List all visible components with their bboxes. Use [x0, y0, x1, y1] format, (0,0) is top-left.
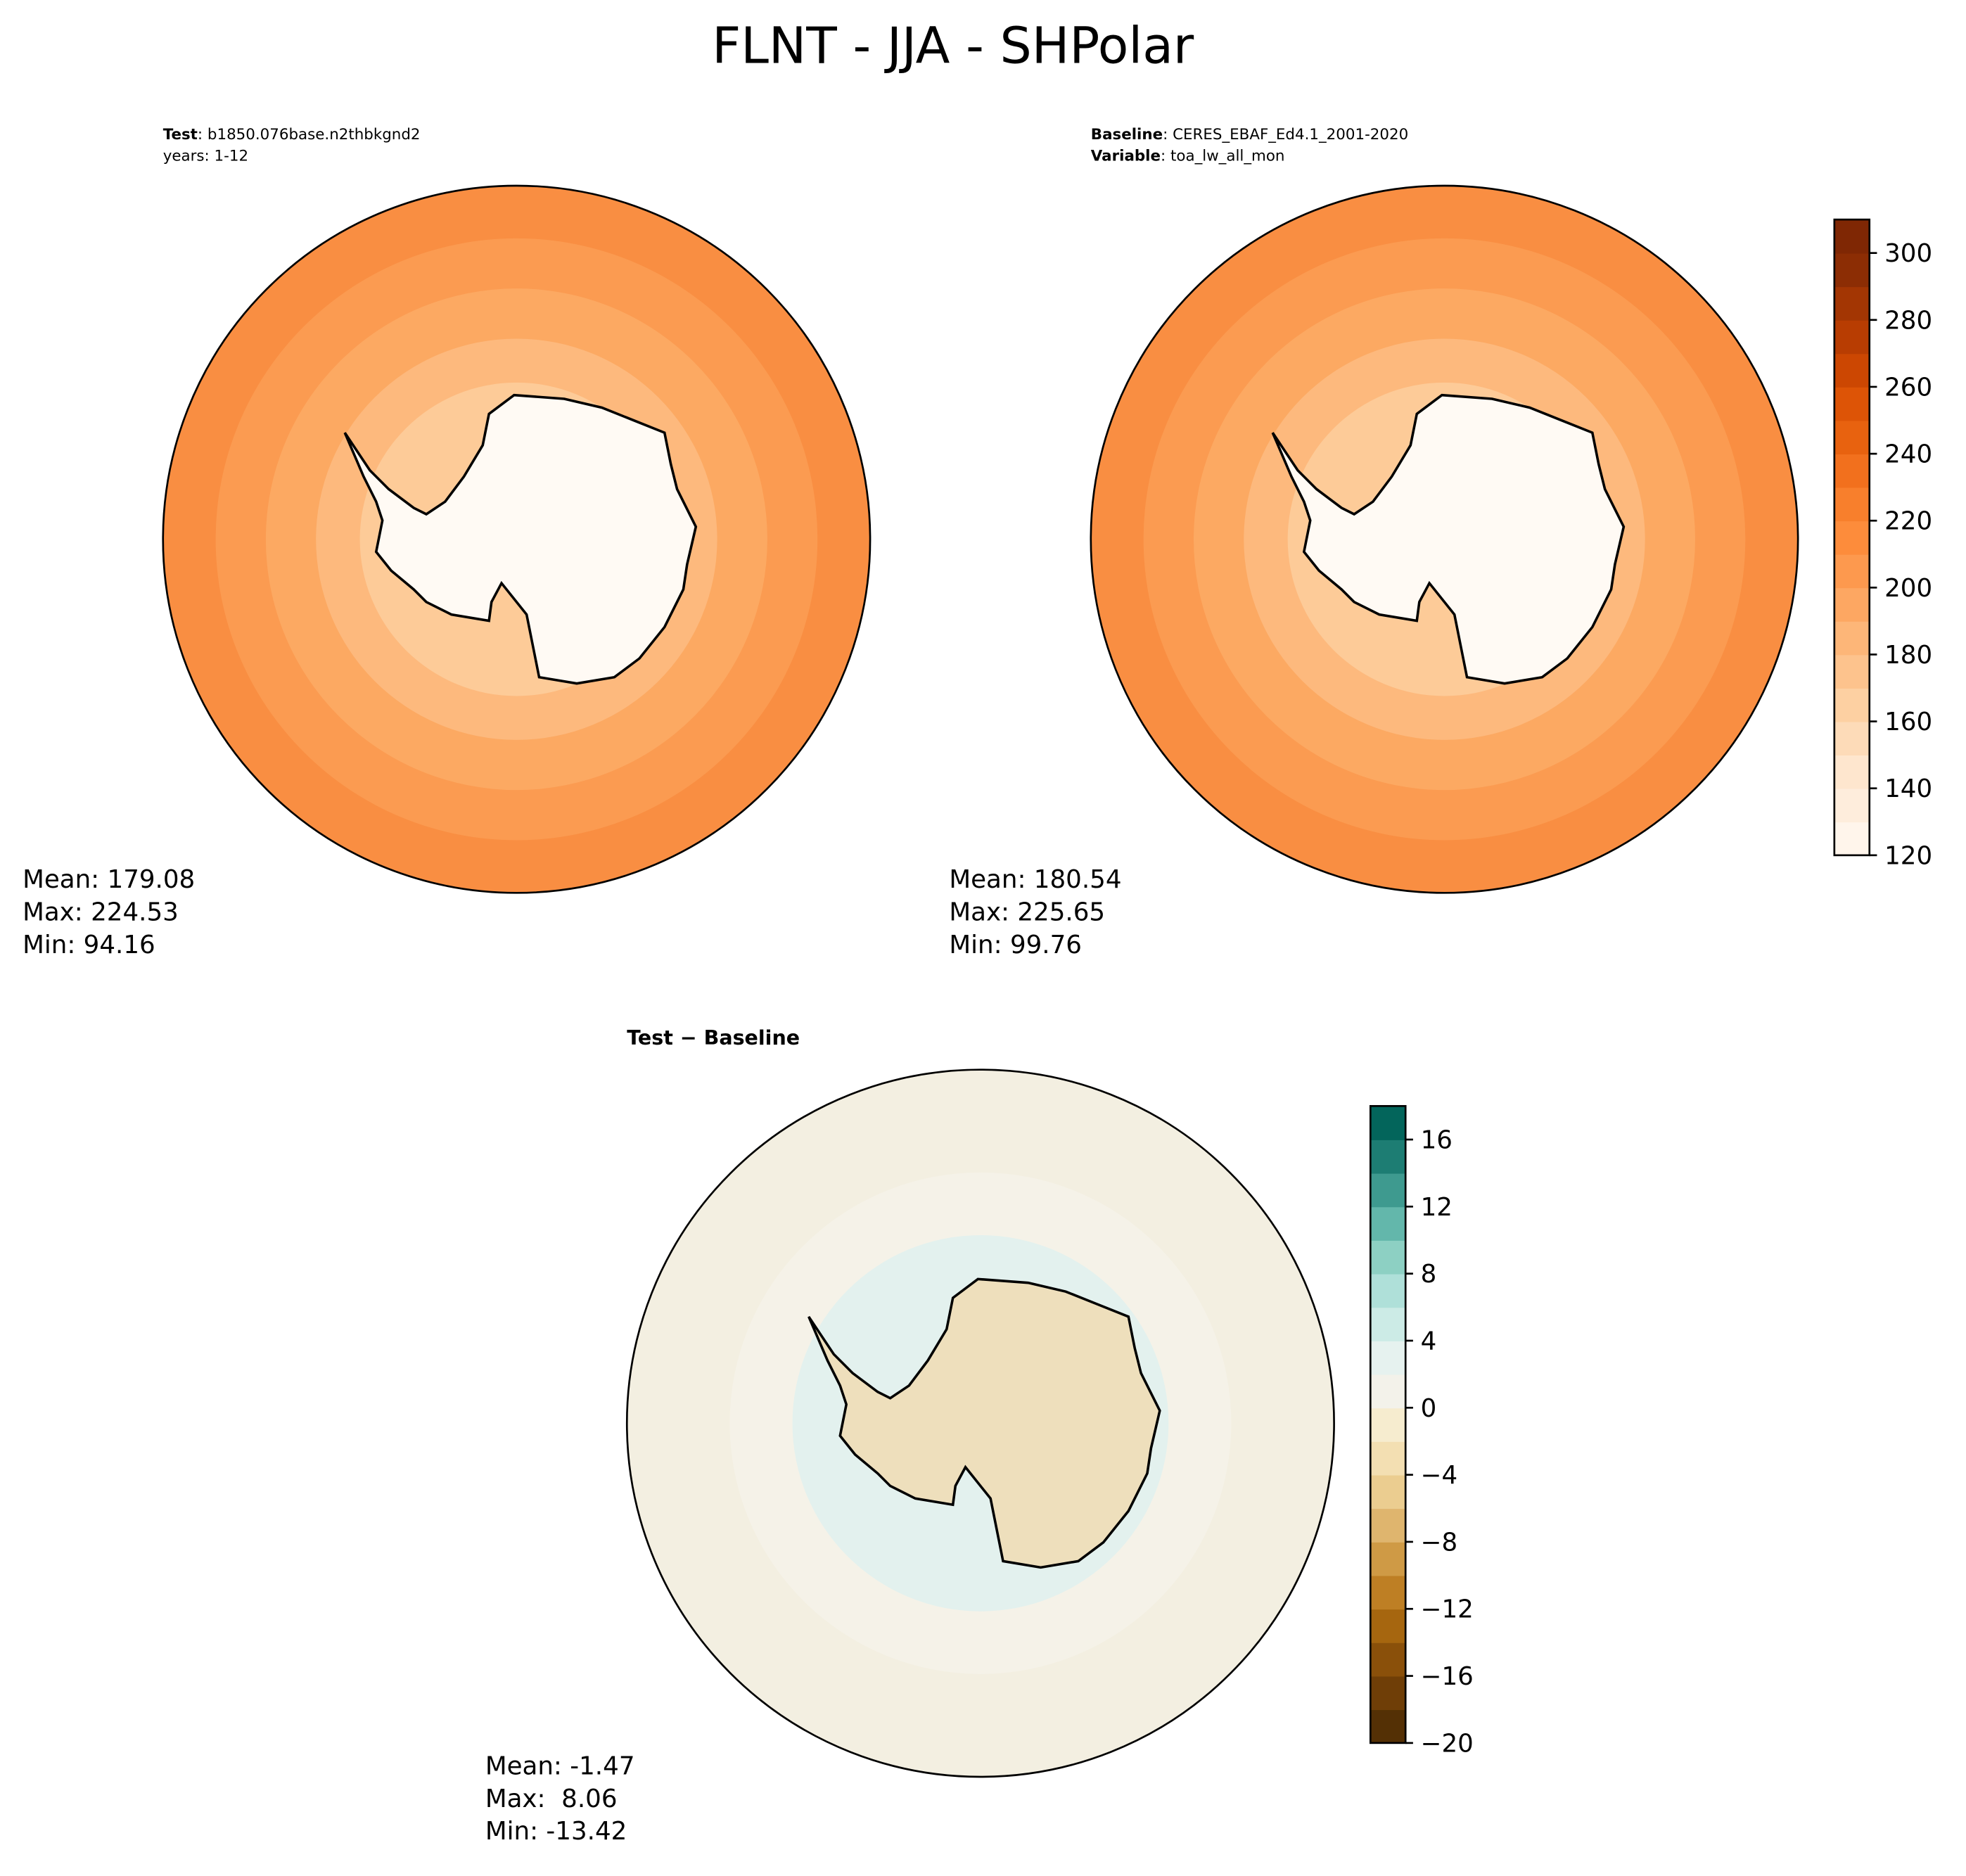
colorbar-level	[1834, 420, 1870, 454]
colorbar-level	[1834, 219, 1870, 254]
colorbar-tick-label: 8	[1421, 1260, 1437, 1289]
colorbar-level	[1834, 386, 1870, 421]
panel-header: Test − Baseline	[627, 1026, 800, 1049]
header-key: Test	[163, 126, 198, 143]
colorbar-level	[1370, 1541, 1406, 1576]
colorbar-frame	[1833, 218, 1871, 857]
map-border	[1090, 184, 1799, 894]
colorbar-level	[1370, 1140, 1406, 1174]
colorbar-tick-label: −16	[1421, 1662, 1474, 1691]
colorbar-level	[1834, 319, 1870, 355]
colorbar-level	[1370, 1206, 1406, 1241]
colorbar-level	[1834, 688, 1870, 722]
colorbar-level	[1370, 1642, 1406, 1677]
colorbar-level	[1834, 654, 1870, 689]
colorbar-level	[1834, 788, 1870, 823]
colorbar-level	[1834, 721, 1870, 756]
map-border	[625, 1068, 1335, 1778]
colorbar-level	[1834, 587, 1870, 622]
colorbar-level	[1834, 487, 1870, 522]
colorbar-tick-label: 300	[1884, 239, 1932, 268]
colorbar-level	[1834, 521, 1870, 555]
colorbar-tick-label: −4	[1421, 1461, 1458, 1490]
stat: Min: 94.16	[23, 931, 155, 959]
colorbar-level	[1834, 353, 1870, 388]
colorbar-tick-label: 140	[1884, 774, 1932, 803]
colorbar-tick-label: 16	[1421, 1125, 1453, 1154]
colorbar-tick-label: −20	[1421, 1729, 1474, 1758]
colorbar-level	[1834, 620, 1870, 656]
stat: Max: 225.65	[949, 898, 1105, 927]
colorbar-level	[1370, 1408, 1406, 1442]
colorbar-tick-label: −8	[1421, 1528, 1458, 1557]
colorbar-tick-label: 180	[1884, 641, 1932, 670]
header-value: : CERES_EBAF_Ed4.1_2001-2020	[1163, 126, 1408, 143]
stat: Mean: 179.08	[23, 865, 195, 894]
colorbar-level	[1834, 554, 1870, 589]
stat: Min: 99.76	[949, 931, 1082, 959]
panel-header: years: 1-12	[163, 147, 248, 165]
colorbar-level	[1370, 1273, 1406, 1308]
colorbar-level	[1834, 286, 1870, 321]
colorbar-tick-label: 280	[1884, 306, 1932, 335]
panel-header: Test: b1850.076base.n2thbkgnd2	[163, 126, 421, 143]
colorbar-frame	[1369, 1105, 1407, 1744]
header-value: years: 1-12	[163, 147, 248, 165]
colorbar-level	[1370, 1609, 1406, 1643]
colorbar-level	[1370, 1239, 1406, 1275]
header-key: Test − Baseline	[627, 1026, 800, 1049]
panel-header: Variable: toa_lw_all_mon	[1091, 147, 1285, 165]
stat: Mean: -1.47	[485, 1751, 635, 1780]
header-key: Variable	[1091, 147, 1161, 165]
colorbar-tick-label: 160	[1884, 708, 1932, 736]
colorbar-tick-label: 4	[1421, 1327, 1437, 1355]
stat: Mean: 180.54	[949, 865, 1121, 894]
colorbar-tick-label: 260	[1884, 373, 1932, 402]
colorbar-level	[1834, 454, 1870, 488]
header-value: : b1850.076base.n2thbkgnd2	[198, 126, 421, 143]
colorbar-level	[1370, 1474, 1406, 1510]
colorbar-tick-label: 12	[1421, 1193, 1453, 1222]
stat: Max: 8.06	[485, 1785, 618, 1813]
continent	[1271, 393, 1626, 685]
continent	[343, 393, 698, 685]
colorbar-tick-label: 120	[1884, 841, 1932, 870]
stat: Max: 224.53	[23, 898, 179, 927]
header-key: Baseline	[1091, 126, 1163, 143]
colorbar-tick-label: 240	[1884, 440, 1932, 469]
stat: Min: -13.42	[485, 1817, 627, 1846]
colorbar-level	[1834, 755, 1870, 789]
colorbar-level	[1370, 1441, 1406, 1476]
colorbar-level	[1370, 1106, 1406, 1140]
colorbar-level	[1834, 822, 1870, 856]
map-border	[162, 184, 872, 894]
colorbar-tick-label: 220	[1884, 507, 1932, 536]
colorbar-level	[1370, 1575, 1406, 1610]
colorbar-level	[1370, 1374, 1406, 1409]
colorbar-level	[1370, 1340, 1406, 1375]
colorbar-tick-label: −12	[1421, 1595, 1474, 1624]
colorbar-tick-label: 200	[1884, 574, 1932, 603]
header-value: : toa_lw_all_mon	[1161, 147, 1284, 165]
panel-header: Baseline: CERES_EBAF_Ed4.1_2001-2020	[1091, 126, 1408, 143]
colorbar-level	[1370, 1676, 1406, 1711]
colorbar-level	[1370, 1709, 1406, 1744]
colorbar-level	[1834, 253, 1870, 288]
colorbar-level	[1370, 1307, 1406, 1341]
figure-title: FLNT - JJA - SHPolar	[712, 16, 1194, 75]
colorbar-level	[1370, 1508, 1406, 1543]
colorbar-tick-label: 0	[1421, 1394, 1437, 1423]
colorbar-level	[1370, 1173, 1406, 1208]
continent	[808, 1277, 1161, 1569]
